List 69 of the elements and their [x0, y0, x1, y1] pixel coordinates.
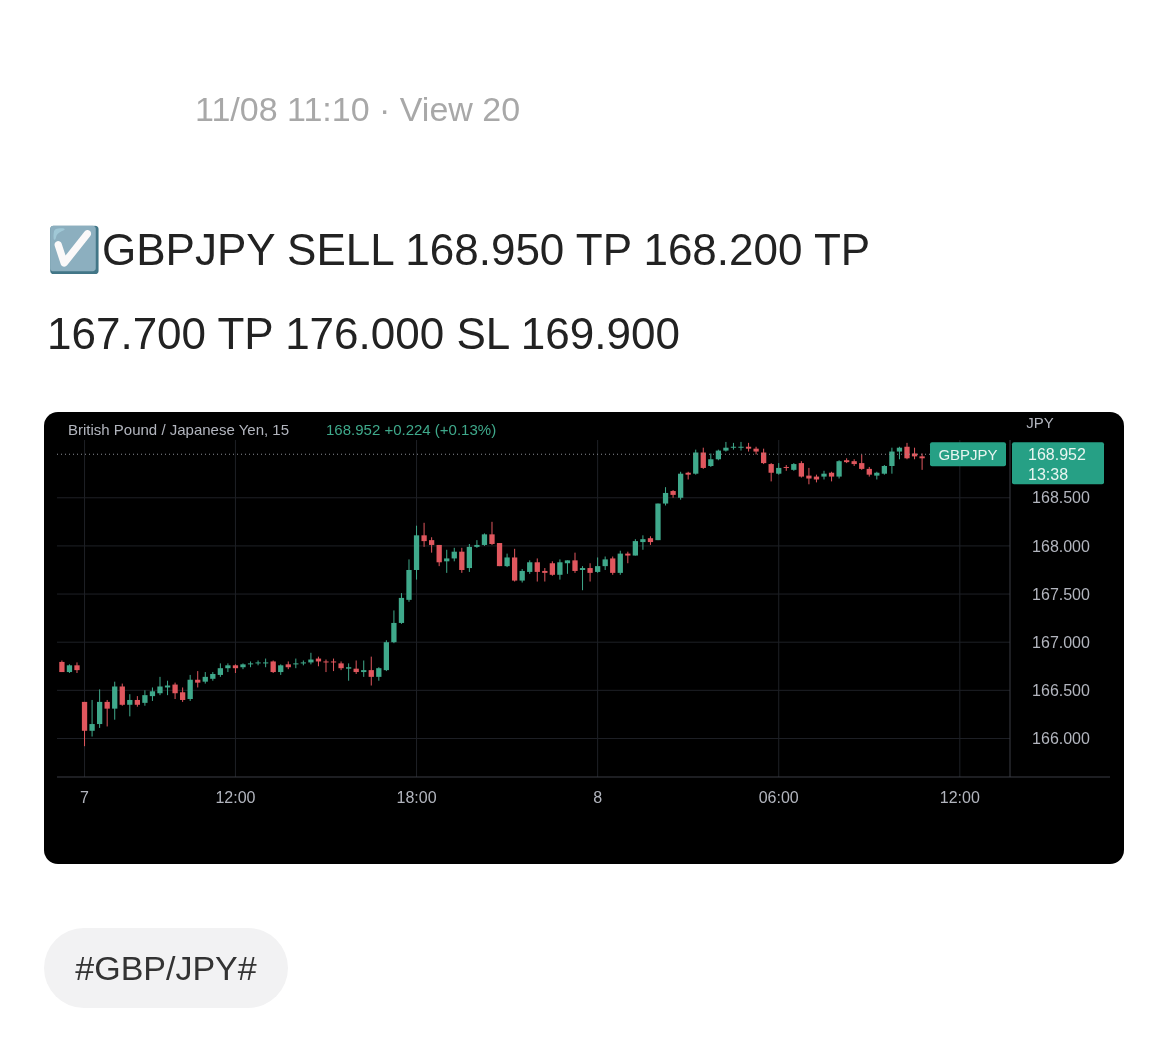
candlestick	[534, 557, 540, 583]
x-tick-label: 06:00	[758, 788, 799, 806]
candlestick	[104, 699, 110, 727]
y-tick-label: 167.500	[1032, 585, 1091, 603]
candlestick	[368, 656, 374, 687]
candlestick	[119, 683, 125, 707]
candlestick	[610, 556, 616, 576]
chart-title: British Pound / Japanese Yen, 15	[68, 421, 290, 439]
candlestick	[670, 489, 676, 499]
candlestick	[700, 447, 706, 470]
ref-line-label: GBPJPY	[938, 445, 998, 463]
y-tick-label: 166.500	[1032, 681, 1091, 699]
candlestick	[142, 689, 148, 707]
candlestick	[738, 441, 744, 452]
candlestick	[662, 486, 669, 506]
candlestick	[889, 447, 895, 475]
candlestick	[127, 693, 133, 717]
candlestick	[157, 676, 163, 696]
candlestick	[466, 543, 472, 573]
candlestick	[512, 548, 518, 583]
candlestick	[187, 674, 193, 702]
text: 11/08 11:10 · View 20	[195, 90, 521, 129]
candlestick	[557, 558, 563, 581]
candlestick	[240, 662, 246, 670]
x-tick-label: 12:00	[939, 788, 980, 806]
candlestick	[919, 452, 925, 471]
candlestick	[489, 521, 495, 546]
text: ☑GBPJPY SELL 168.950 TP 168.200 TP 167.700 TP 176.000 SL 169.900	[47, 224, 871, 360]
candlestick	[345, 662, 352, 682]
candlestick	[821, 470, 827, 480]
candlestick	[836, 459, 842, 480]
candlestick	[74, 661, 80, 674]
y-tick-label: 168.500	[1032, 489, 1091, 507]
candlestick	[89, 699, 95, 738]
candlestick	[459, 547, 465, 574]
candlestick	[112, 681, 118, 721]
candlestick	[255, 659, 261, 666]
candlestick	[693, 449, 699, 476]
candlestick	[723, 441, 729, 453]
candlestick	[361, 659, 367, 678]
candlestick	[474, 539, 480, 549]
y-tick-label: 166.000	[1032, 730, 1091, 748]
x-tick-label: 7	[80, 788, 90, 806]
candlestick	[391, 609, 397, 644]
x-tick-label: 8	[593, 788, 603, 806]
candlestick	[587, 562, 593, 583]
candlestick	[579, 565, 586, 591]
text: 168.952	[1028, 445, 1086, 463]
text: #GBP/JPY#	[44, 928, 288, 1008]
y-axis-title: JPY	[1026, 414, 1054, 432]
candlestick	[323, 659, 329, 673]
candlestick	[617, 550, 623, 576]
y-tick-label: 168.000	[1032, 537, 1091, 555]
y-tick-label: 167.000	[1032, 633, 1091, 651]
x-tick-label: 18:00	[396, 788, 437, 806]
candlestick	[225, 662, 231, 673]
candlestick	[421, 522, 427, 548]
candlestick	[806, 467, 812, 485]
candlestick	[444, 549, 450, 574]
candlestick	[96, 688, 103, 729]
x-tick-label: 12:00	[215, 788, 256, 806]
text: 13:38	[1028, 465, 1069, 483]
candlestick	[640, 534, 646, 551]
chart-subtitle: 168.952 +0.224 (+0.13%)	[326, 421, 497, 439]
candlestick	[572, 552, 578, 574]
candlestick	[768, 462, 774, 482]
candlestick	[172, 682, 178, 700]
candlestick	[753, 446, 759, 455]
candlestick	[542, 567, 548, 583]
